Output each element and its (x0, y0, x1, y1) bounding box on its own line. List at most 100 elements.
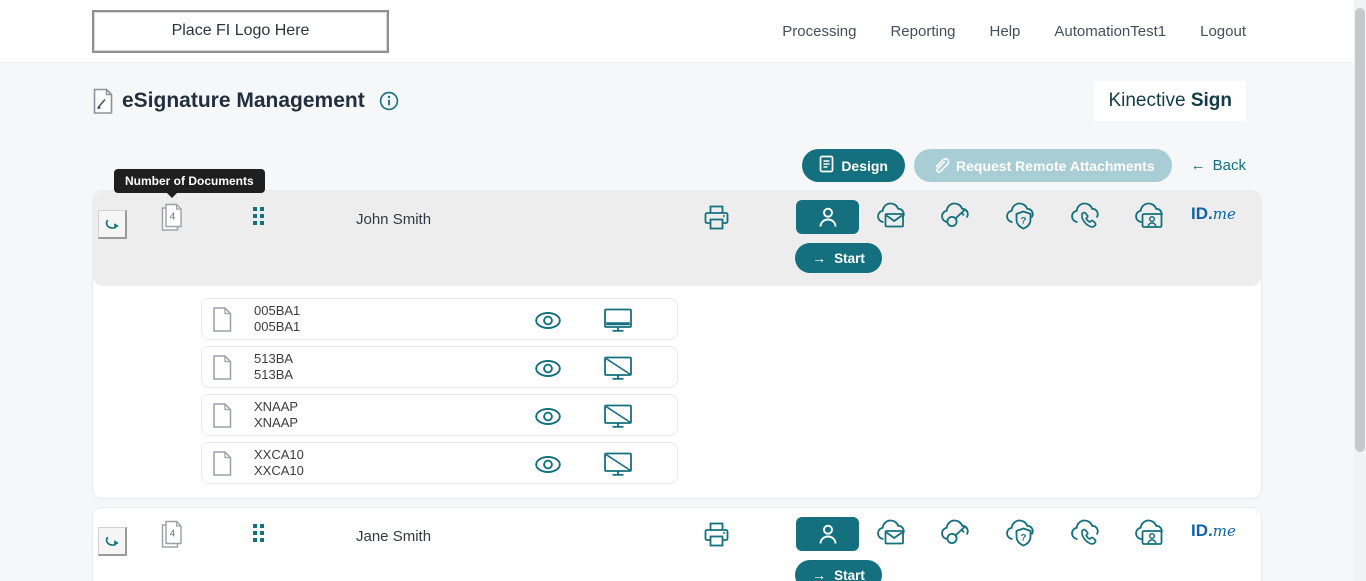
file-icon (211, 306, 233, 333)
number-of-documents-tooltip: Number of Documents (114, 169, 265, 198)
drag-handle[interactable] (253, 207, 264, 225)
screen-share-button[interactable] (601, 402, 635, 433)
file-icon (211, 402, 233, 429)
document-row: XXCA10 XXCA10 (201, 442, 678, 484)
document-text: 513BA 513BA (254, 351, 293, 383)
document-name: XXCA10 (254, 447, 304, 462)
remote-key-button[interactable] (938, 200, 974, 232)
skip-signer-button[interactable] (98, 210, 127, 239)
design-button[interactable]: Design (802, 149, 905, 182)
screen-share-button[interactable] (601, 306, 635, 337)
fi-logo-placeholder[interactable]: Place FI Logo Here (92, 9, 389, 53)
document-row: 513BA 513BA (201, 346, 678, 388)
paperclip-icon (931, 155, 950, 177)
signer-header: 4 Jane Smith (93, 508, 1261, 581)
in-person-signer-button[interactable] (796, 517, 859, 551)
screen-share-button[interactable] (601, 450, 635, 481)
info-icon[interactable] (379, 91, 399, 111)
nav-item-help[interactable]: Help (989, 22, 1021, 40)
document-name: XNAAP (254, 399, 299, 414)
nav-item-automationtest1[interactable]: AutomationTest1 (1054, 22, 1167, 40)
remote-email-button[interactable] (874, 200, 910, 232)
remote-key-button[interactable] (938, 517, 974, 549)
preview-document-button[interactable] (534, 311, 562, 333)
remote-phone-button[interactable] (1068, 200, 1104, 232)
request-remote-attachments-button[interactable]: Request Remote Attachments (914, 149, 1172, 182)
document-description: 005BA1 (254, 319, 301, 334)
request-remote-label: Request Remote Attachments (956, 157, 1155, 174)
print-button[interactable] (701, 519, 732, 553)
idme-button[interactable]: ID.me (1191, 204, 1236, 224)
remote-email-button[interactable] (874, 517, 910, 549)
scrollbar-thumb[interactable] (1355, 8, 1365, 452)
back-link[interactable]: ← Back (1191, 157, 1246, 174)
idme-bold-text: ID. (1191, 521, 1213, 540)
back-label: Back (1212, 157, 1246, 174)
signer-card: 4 Jane Smith (92, 507, 1262, 581)
remote-video-id-button[interactable] (1132, 517, 1168, 549)
start-label: Start (834, 250, 865, 266)
idme-bold-text: ID. (1191, 204, 1213, 223)
screen-share-button[interactable] (601, 354, 635, 385)
page-content: eSignature Management Kinective Sign (0, 81, 1366, 581)
nav-item-processing[interactable]: Processing (782, 22, 857, 40)
idme-italic-text: me (1212, 522, 1236, 540)
page-header: eSignature Management Kinective Sign (92, 81, 1262, 121)
document-description: 513BA (254, 367, 294, 382)
remote-video-id-button[interactable] (1132, 200, 1168, 232)
back-arrow-icon: ← (1190, 157, 1206, 174)
brand-regular: Kinective (1108, 90, 1186, 111)
preview-document-button[interactable] (534, 407, 562, 429)
document-row: 005BA1 005BA1 (201, 298, 678, 340)
remote-auth-question-button[interactable]: ? (1003, 517, 1039, 549)
document-name: 513BA (254, 351, 294, 366)
kinective-sign-logo: Kinective Sign (1094, 81, 1246, 121)
preview-document-button[interactable] (534, 455, 562, 477)
idme-button[interactable]: ID.me (1191, 521, 1236, 541)
brand-bold: Sign (1190, 90, 1232, 111)
start-button[interactable]: → Start (795, 243, 882, 273)
remote-auth-question-button[interactable]: ? (1003, 200, 1039, 232)
svg-text:4: 4 (170, 529, 176, 540)
page-title: eSignature Management (122, 89, 365, 112)
svg-text:?: ? (1021, 533, 1027, 544)
start-arrow-icon: → (812, 250, 827, 266)
start-label: Start (834, 567, 865, 581)
drag-handle[interactable] (253, 524, 264, 542)
svg-text:4: 4 (170, 212, 176, 223)
design-icon (819, 155, 834, 176)
signer-list: Number of Documents 4 John S (92, 169, 1262, 581)
document-text: XXCA10 XXCA10 (254, 447, 304, 479)
top-bar: Place FI Logo Here Processing Reporting He… (0, 0, 1366, 63)
nav-item-reporting[interactable]: Reporting (890, 22, 956, 40)
print-button[interactable] (701, 202, 732, 236)
file-icon (211, 354, 233, 381)
document-text: 005BA1 005BA1 (254, 303, 300, 335)
document-description: XXCA10 (254, 463, 304, 478)
svg-text:?: ? (1021, 216, 1027, 227)
document-name: 005BA1 (254, 303, 301, 318)
document-text: XNAAP XNAAP (254, 399, 298, 431)
document-description: XNAAP (254, 415, 299, 430)
title-group: eSignature Management (92, 88, 399, 115)
design-label: Design (841, 157, 888, 174)
signer-name: Jane Smith (356, 528, 432, 545)
preview-document-button[interactable] (534, 359, 562, 381)
signer-name: John Smith (356, 211, 432, 228)
top-nav: Processing Reporting Help AutomationTest1 Lo… (782, 23, 1366, 40)
remote-phone-button[interactable] (1068, 517, 1104, 549)
skip-signer-button[interactable] (98, 527, 127, 556)
signer-card: 4 John Smith (92, 190, 1262, 499)
document-list: 005BA1 005BA1 513B (93, 286, 1261, 498)
document-count-icon: 4 (159, 518, 185, 551)
idme-italic-text: me (1212, 205, 1236, 223)
file-icon (211, 450, 233, 477)
start-button[interactable]: → Start (795, 560, 882, 581)
document-count-icon: 4 (159, 201, 185, 234)
in-person-signer-button[interactable] (796, 200, 859, 234)
document-row: XNAAP XNAAP (201, 394, 678, 436)
signer-header: 4 John Smith (93, 191, 1261, 286)
nav-item-logout[interactable]: Logout (1200, 22, 1246, 40)
start-arrow-icon: → (812, 567, 827, 581)
scrollbar-track[interactable] (1354, 0, 1366, 581)
